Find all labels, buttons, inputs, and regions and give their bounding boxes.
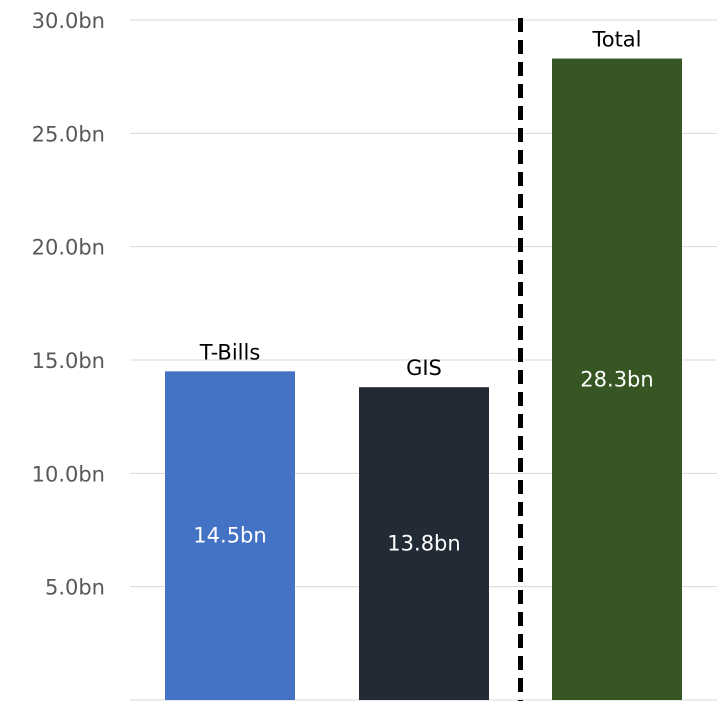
data-label: 14.5bn <box>193 524 266 548</box>
y-tick-label: 5.0bn <box>45 576 105 600</box>
category-label: T-Bills <box>199 340 261 364</box>
category-label: GIS <box>406 356 442 380</box>
y-tick-label: 10.0bn <box>32 462 105 486</box>
bar <box>552 58 682 701</box>
bar <box>359 387 489 700</box>
category-label: Total <box>591 28 641 52</box>
data-label: 13.8bn <box>387 532 460 556</box>
bars <box>165 58 682 701</box>
y-axis-tick-labels: 5.0bn 10.0bn 15.0bn 20.0bn 25.0bn 30.0bn <box>32 9 105 600</box>
bar <box>165 371 295 700</box>
y-tick-label: 20.0bn <box>32 236 105 260</box>
y-tick-label: 30.0bn <box>32 9 105 33</box>
category-labels: T-Bills GIS Total <box>199 28 642 381</box>
y-tick-label: 15.0bn <box>32 349 105 373</box>
y-tick-label: 25.0bn <box>32 122 105 146</box>
data-label: 28.3bn <box>580 367 653 391</box>
data-labels: 14.5bn 13.8bn 28.3bn <box>193 367 653 555</box>
